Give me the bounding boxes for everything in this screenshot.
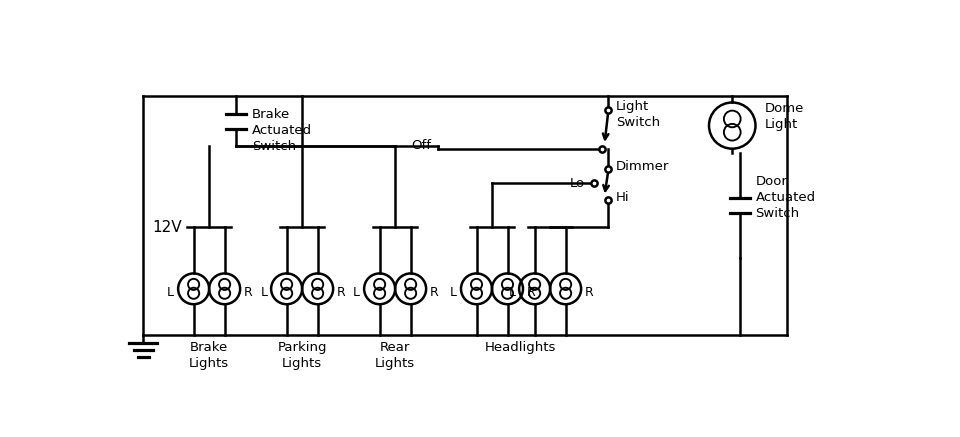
- Text: Rear
Lights: Rear Lights: [375, 341, 415, 370]
- Text: L: L: [508, 286, 516, 299]
- Text: L: L: [260, 286, 267, 299]
- Text: 12V: 12V: [153, 220, 182, 235]
- Text: Brake
Lights: Brake Lights: [189, 341, 229, 370]
- Text: Brake
Actuated
Switch: Brake Actuated Switch: [252, 108, 312, 153]
- Text: Dimmer: Dimmer: [616, 160, 669, 173]
- Text: Door
Actuated
Switch: Door Actuated Switch: [756, 175, 816, 220]
- Text: Off: Off: [412, 139, 432, 152]
- Text: R: R: [244, 286, 252, 299]
- Text: R: R: [430, 286, 439, 299]
- Text: Headlights: Headlights: [485, 341, 557, 354]
- Text: R: R: [585, 286, 593, 299]
- Text: Hi: Hi: [616, 191, 630, 204]
- Text: L: L: [450, 286, 457, 299]
- Text: Dome
Light: Dome Light: [765, 102, 804, 131]
- Text: L: L: [353, 286, 360, 299]
- Text: Parking
Lights: Parking Lights: [277, 341, 326, 370]
- Text: R: R: [527, 286, 536, 299]
- Text: Light
Switch: Light Switch: [616, 100, 660, 129]
- Text: Lo: Lo: [570, 177, 585, 190]
- Text: R: R: [337, 286, 346, 299]
- Text: L: L: [167, 286, 175, 299]
